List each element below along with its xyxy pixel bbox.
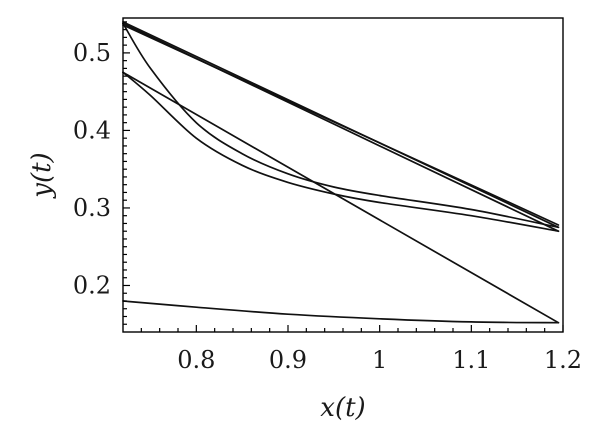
y-tick-label: 0.5 — [73, 39, 111, 67]
x-tick-label: 0.8 — [177, 346, 215, 374]
x-tick-label: 1.2 — [544, 346, 582, 374]
y-tick-label: 0.4 — [73, 116, 111, 144]
curve-segment-3 — [123, 72, 558, 231]
y-axis-label: y(t) — [27, 152, 57, 198]
plot-frame — [123, 18, 563, 332]
ticks-layer — [123, 22, 563, 332]
x-axis-label: x(t) — [320, 393, 365, 423]
x-tick-label: 1 — [372, 346, 387, 374]
curve-segment-1 — [123, 301, 558, 323]
curves-layer — [123, 22, 558, 323]
curve-segment-2 — [123, 72, 558, 322]
y-tick-label: 0.3 — [73, 194, 111, 222]
x-tick-label: 0.9 — [269, 346, 307, 374]
x-tick-label: 1.1 — [452, 346, 490, 374]
y-tick-label: 0.2 — [73, 272, 111, 300]
